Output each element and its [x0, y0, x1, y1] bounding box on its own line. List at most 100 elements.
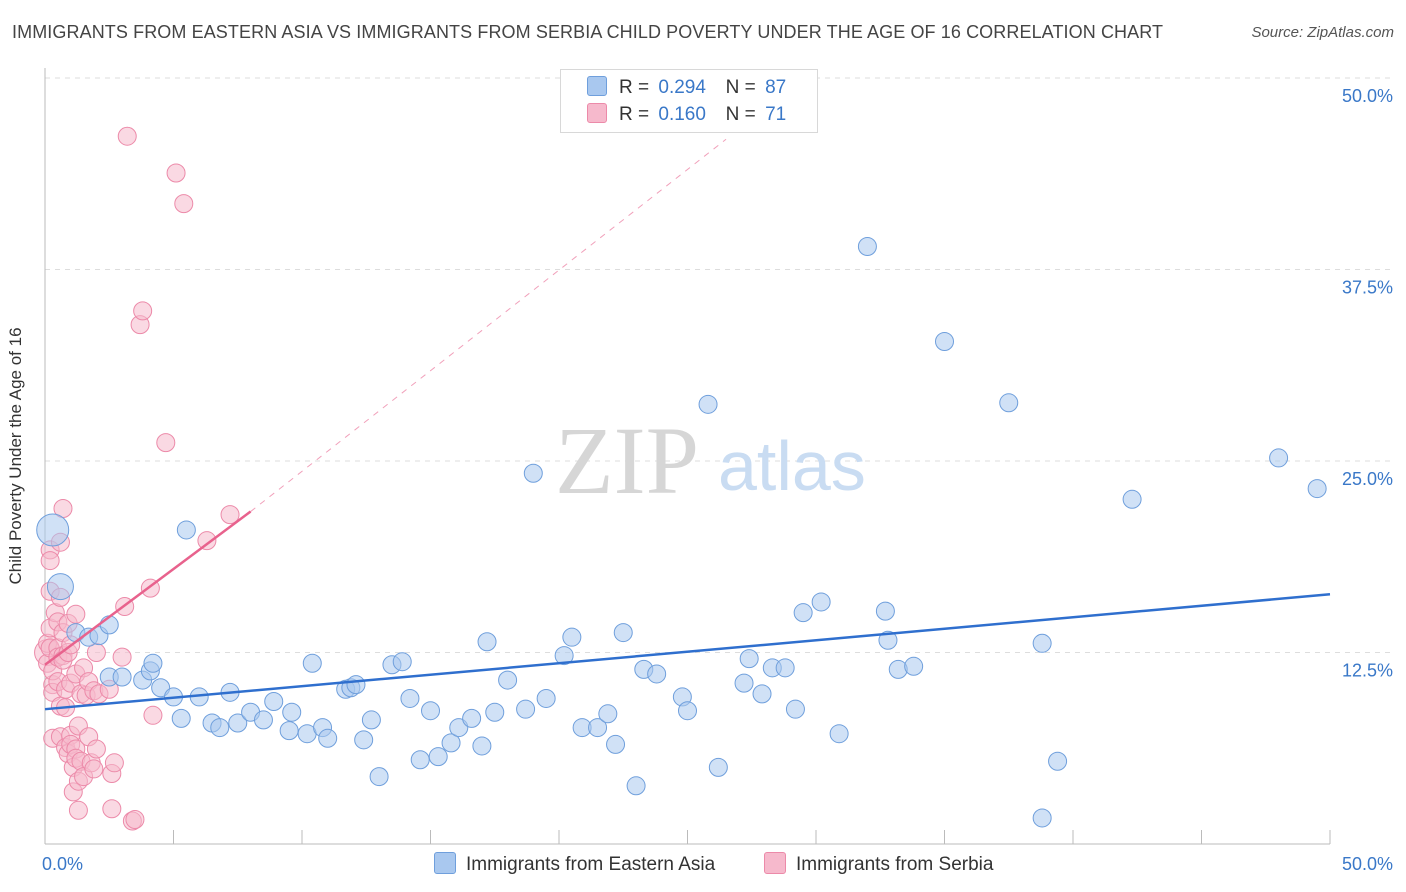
data-point-eastern-asia	[523, 463, 543, 483]
legend-item-serbia: Immigrants from Serbia	[764, 852, 993, 876]
trend-line-serbia	[44, 510, 252, 666]
data-point-eastern-asia	[112, 667, 132, 687]
gridlines	[45, 77, 1394, 653]
data-point-eastern-asia	[318, 728, 338, 748]
data-point-serbia	[174, 194, 194, 214]
data-point-serbia	[125, 809, 145, 829]
data-point-eastern-asia	[678, 701, 697, 721]
data-point-eastern-asia	[472, 736, 492, 756]
watermark-zip: ZIP	[555, 407, 699, 514]
data-point-eastern-asia	[392, 652, 412, 672]
data-point-serbia	[143, 705, 163, 725]
data-point-eastern-asia	[588, 718, 608, 738]
data-point-eastern-asia	[302, 653, 322, 673]
legend-row-eastern-asia: R = 0.294 N = 87	[587, 76, 786, 99]
data-point-eastern-asia	[410, 750, 430, 770]
data-point-eastern-asia	[739, 649, 759, 669]
r-value: 0.160	[658, 104, 706, 125]
data-point-eastern-asia	[793, 603, 813, 623]
legend-item-eastern-asia: Immigrants from Eastern Asia	[434, 852, 715, 876]
data-point-eastern-asia	[462, 708, 482, 728]
data-point-eastern-asia	[613, 623, 633, 643]
y-tick-label: 25.0%	[1342, 469, 1393, 489]
data-point-eastern-asia	[477, 632, 497, 652]
data-point-eastern-asia	[485, 702, 505, 722]
data-point-eastern-asia	[264, 692, 284, 712]
data-point-eastern-asia	[228, 713, 248, 733]
data-point-eastern-asia	[279, 721, 299, 741]
data-point-serbia	[84, 759, 104, 779]
data-point-eastern-asia	[888, 659, 908, 679]
data-point-eastern-asia	[606, 734, 626, 754]
correlation-legend: R = 0.294 N = 87 R = 0.160 N = 71	[560, 69, 818, 133]
data-point-serbia	[117, 126, 137, 146]
data-point-eastern-asia	[421, 701, 440, 721]
data-point-eastern-asia	[253, 710, 273, 730]
data-point-eastern-asia	[46, 573, 74, 601]
watermark: ZIP atlas	[555, 407, 866, 514]
r-label: R =	[619, 77, 650, 98]
y-tick-label: 37.5%	[1342, 278, 1393, 298]
blue-swatch	[434, 852, 456, 874]
data-point-eastern-asia	[785, 699, 805, 719]
data-point-serbia	[156, 433, 176, 453]
source-credit: Source: ZipAtlas.com	[1251, 24, 1394, 41]
data-point-eastern-asia	[536, 688, 556, 708]
series-serbia-points	[34, 126, 240, 831]
data-point-eastern-asia	[36, 513, 70, 547]
data-point-eastern-asia	[554, 646, 574, 666]
watermark-atlas: atlas	[718, 427, 866, 505]
data-point-eastern-asia	[562, 627, 582, 647]
data-point-serbia	[197, 531, 217, 551]
data-point-eastern-asia	[1269, 448, 1289, 468]
data-point-eastern-asia	[698, 394, 718, 414]
data-point-serbia	[102, 799, 122, 819]
n-value: 71	[765, 104, 787, 125]
pink-swatch	[587, 103, 607, 123]
data-point-eastern-asia	[857, 237, 877, 257]
tick-labels: 12.5% 25.0% 37.5% 50.0% 0.0% 50.0%	[42, 86, 1393, 874]
data-point-eastern-asia	[143, 653, 163, 673]
data-point-eastern-asia	[1048, 751, 1068, 771]
data-point-eastern-asia	[904, 656, 924, 676]
legend-label: Immigrants from Eastern Asia	[466, 854, 716, 875]
data-point-eastern-asia	[354, 730, 374, 750]
data-point-eastern-asia	[516, 699, 536, 719]
y-tick-label: 50.0%	[1342, 86, 1393, 106]
data-point-eastern-asia	[878, 630, 898, 650]
legend-row-serbia: R = 0.160 N = 71	[587, 103, 786, 126]
data-point-eastern-asia	[369, 767, 389, 787]
data-point-serbia	[68, 800, 88, 820]
data-point-eastern-asia	[752, 684, 772, 704]
data-point-eastern-asia	[210, 718, 230, 738]
r-value: 0.294	[658, 77, 706, 98]
y-axis-label: Child Poverty Under the Age of 16	[6, 327, 25, 585]
data-point-eastern-asia	[346, 675, 366, 695]
data-point-serbia	[166, 163, 186, 183]
data-point-eastern-asia	[1032, 808, 1052, 828]
pink-swatch	[764, 852, 786, 874]
data-point-serbia	[86, 739, 106, 759]
axes	[44, 68, 1331, 845]
data-point-eastern-asia	[734, 673, 754, 693]
blue-swatch	[587, 76, 607, 96]
chart-title: IMMIGRANTS FROM EASTERN ASIA VS IMMIGRAN…	[12, 22, 1164, 42]
data-point-eastern-asia	[1122, 489, 1142, 509]
data-point-eastern-asia	[498, 670, 518, 690]
data-point-eastern-asia	[875, 601, 895, 621]
data-point-serbia	[104, 753, 124, 773]
data-point-serbia	[133, 301, 153, 321]
data-point-eastern-asia	[1032, 633, 1052, 653]
data-point-eastern-asia	[999, 393, 1019, 413]
data-point-eastern-asia	[708, 757, 728, 777]
data-point-eastern-asia	[441, 733, 461, 753]
trend-lines	[44, 138, 1331, 711]
data-point-eastern-asia	[811, 592, 831, 612]
data-point-eastern-asia	[282, 702, 302, 722]
n-label: N =	[725, 77, 756, 98]
y-tick-label: 12.5%	[1342, 661, 1393, 681]
x-tick-label: 0.0%	[42, 854, 83, 874]
n-label: N =	[725, 104, 756, 125]
data-point-serbia	[220, 505, 240, 525]
data-point-serbia	[112, 647, 132, 667]
